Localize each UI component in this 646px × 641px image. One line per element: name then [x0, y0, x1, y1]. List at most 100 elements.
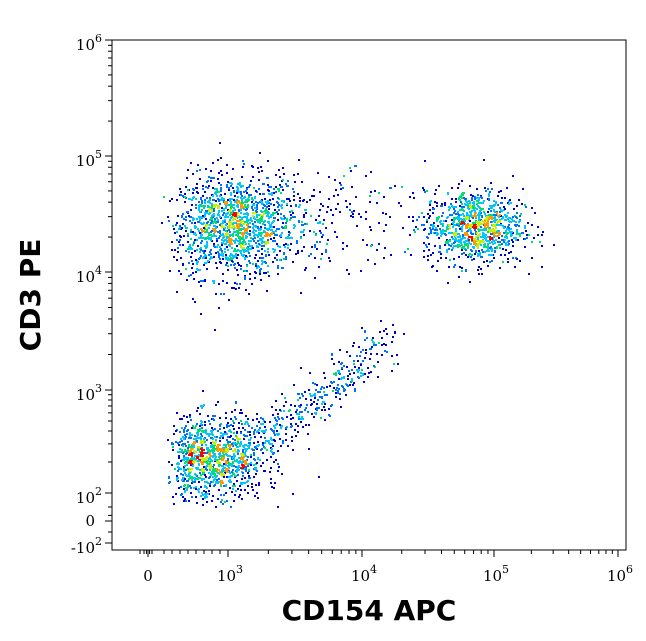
data-point — [183, 468, 185, 470]
data-point — [202, 250, 204, 252]
data-point — [234, 248, 236, 250]
data-point — [286, 416, 288, 418]
data-point — [190, 477, 192, 479]
data-point — [231, 491, 233, 493]
data-point — [217, 401, 219, 403]
data-point — [365, 349, 367, 351]
data-point — [261, 430, 263, 432]
data-point — [237, 183, 239, 185]
data-point — [247, 445, 249, 447]
data-point — [229, 472, 231, 474]
data-point — [176, 479, 178, 481]
data-point — [340, 406, 342, 408]
data-point — [266, 459, 268, 461]
data-point — [278, 433, 280, 435]
data-point — [214, 453, 216, 455]
data-point — [201, 229, 203, 231]
data-point — [205, 224, 207, 226]
data-point — [316, 384, 318, 386]
data-point — [206, 487, 208, 489]
data-point — [258, 232, 260, 234]
data-point — [444, 202, 446, 204]
data-point — [248, 293, 250, 295]
data-point — [364, 357, 366, 359]
data-point — [224, 219, 226, 221]
data-point — [492, 228, 494, 230]
data-point — [229, 487, 231, 489]
data-point — [281, 473, 283, 475]
data-point — [460, 201, 462, 203]
data-point — [468, 208, 470, 210]
data-point — [249, 226, 251, 228]
data-point — [475, 250, 477, 252]
data-point — [463, 215, 465, 217]
data-point — [256, 216, 258, 218]
data-point — [175, 224, 177, 226]
data-point — [477, 238, 479, 240]
data-point — [302, 426, 304, 428]
data-point — [171, 464, 173, 466]
data-point — [218, 237, 220, 239]
data-point — [234, 256, 236, 258]
data-point — [232, 469, 234, 471]
data-point — [230, 242, 232, 244]
data-point — [276, 430, 278, 432]
data-point — [273, 220, 275, 222]
data-point — [466, 212, 468, 214]
data-point — [524, 246, 526, 248]
data-point — [505, 249, 507, 251]
data-point — [256, 470, 258, 472]
data-point — [463, 246, 465, 248]
data-point — [189, 485, 191, 487]
data-point — [256, 204, 258, 206]
data-point — [220, 494, 222, 496]
data-point — [462, 194, 464, 196]
points-layer — [161, 142, 555, 508]
data-point — [494, 251, 496, 253]
data-point — [202, 257, 204, 259]
data-point — [505, 244, 507, 246]
data-point — [378, 192, 380, 194]
data-point — [432, 228, 434, 230]
data-point — [273, 452, 275, 454]
data-point — [234, 485, 236, 487]
data-point — [284, 217, 286, 219]
data-point — [475, 212, 477, 214]
data-point — [218, 453, 220, 455]
data-point — [471, 210, 473, 212]
data-point — [247, 485, 249, 487]
data-point — [229, 255, 231, 257]
data-point — [436, 205, 438, 207]
data-point — [256, 413, 258, 415]
data-point — [518, 199, 520, 201]
data-point — [270, 478, 272, 480]
data-point — [259, 193, 261, 195]
data-point — [186, 489, 188, 491]
data-point — [221, 224, 223, 226]
data-point — [272, 214, 274, 216]
data-point — [197, 245, 199, 247]
data-point — [223, 473, 225, 475]
data-point — [384, 247, 386, 249]
data-point — [407, 248, 409, 250]
data-point — [501, 197, 503, 199]
data-point — [210, 481, 212, 483]
data-point — [257, 219, 259, 221]
data-point — [237, 453, 239, 455]
data-point — [225, 462, 227, 464]
data-point — [322, 223, 324, 225]
data-point — [516, 229, 518, 231]
data-point — [412, 192, 414, 194]
data-point — [332, 214, 334, 216]
data-point — [200, 448, 202, 450]
data-point — [274, 209, 276, 211]
data-point — [512, 216, 514, 218]
data-point — [487, 248, 489, 250]
data-point — [465, 200, 467, 202]
data-point — [171, 442, 173, 444]
data-point — [260, 423, 262, 425]
data-point — [210, 222, 212, 224]
data-point — [214, 459, 216, 461]
data-point — [267, 213, 269, 215]
data-point — [233, 432, 235, 434]
